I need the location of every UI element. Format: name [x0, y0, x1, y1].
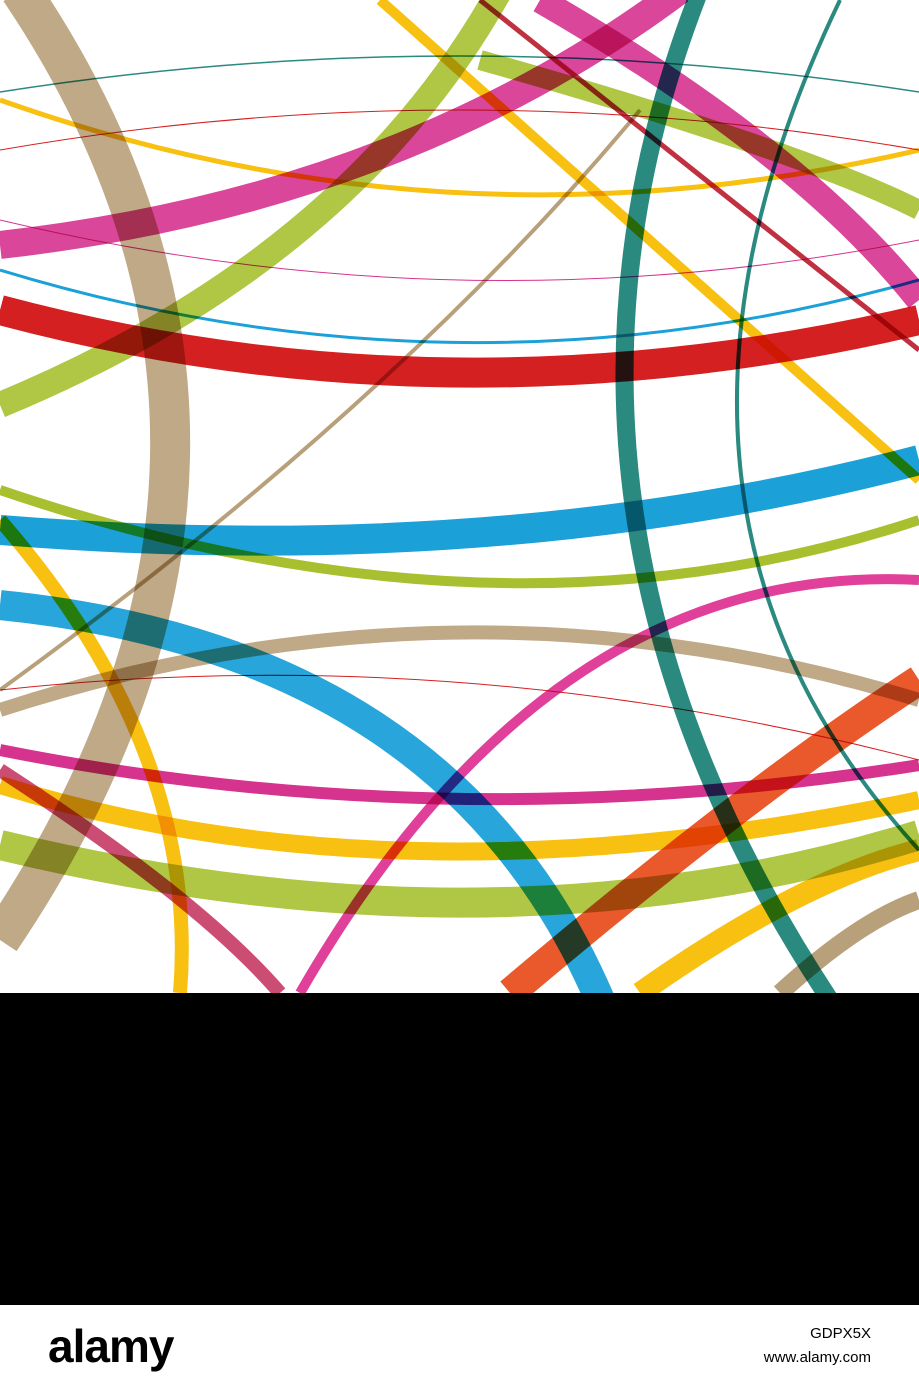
- black-panel: [0, 993, 919, 1305]
- url: www.alamy.com: [763, 1349, 871, 1366]
- watermark-strip: alamy GDPX5X www.alamy.com: [0, 1305, 919, 1390]
- abstract-curves: [0, 0, 919, 993]
- logo: alamy: [48, 1320, 174, 1372]
- image-id: GDPX5X: [810, 1325, 871, 1342]
